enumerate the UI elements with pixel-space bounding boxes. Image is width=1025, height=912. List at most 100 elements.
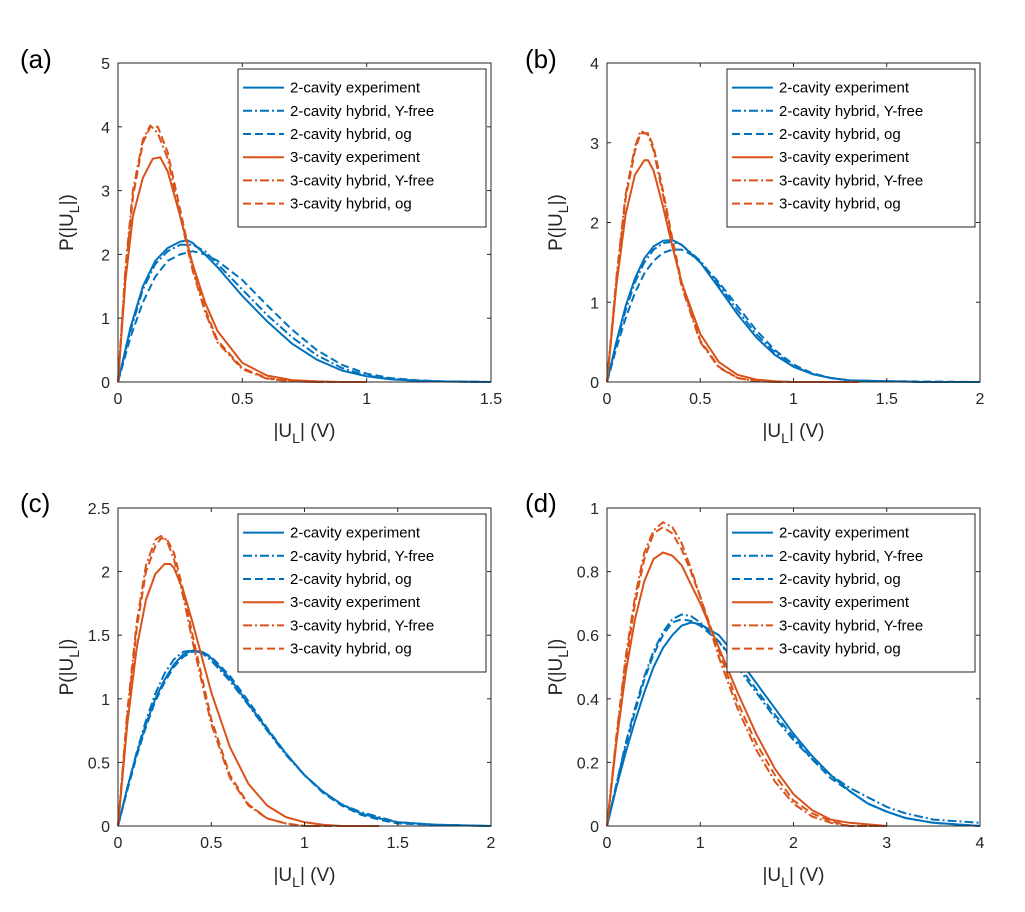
legend-entry: 2-cavity experiment — [779, 525, 910, 542]
legend-entry: 2-cavity hybrid, og — [290, 571, 412, 588]
legend-entry: 3-cavity experiment — [290, 594, 421, 611]
series-line-5 — [117, 537, 342, 827]
y-tick-label: 2 — [101, 247, 110, 264]
legend-entry: 2-cavity hybrid, og — [290, 126, 412, 143]
series-line-4 — [606, 129, 794, 383]
legend-entry: 3-cavity hybrid, og — [290, 196, 412, 213]
series-line-4 — [606, 521, 887, 827]
x-tick-label: 2 — [789, 835, 798, 852]
x-axis-label-tail: | (V) — [300, 421, 336, 442]
x-axis-label-tail: | (V) — [300, 865, 336, 886]
y-tick-label: 2 — [590, 216, 599, 233]
x-axis-label: |UL| (V) — [762, 865, 824, 890]
y-tick-label: 0 — [590, 375, 599, 392]
series-line-3 — [606, 551, 887, 827]
legend-entry: 3-cavity hybrid, Y-free — [290, 617, 434, 634]
y-tick-label: 1 — [590, 295, 599, 312]
y-tick-label: 1 — [101, 311, 110, 328]
y-tick-label: 0.4 — [577, 692, 599, 709]
x-axis-label: |UL| (V) — [273, 865, 335, 890]
y-tick-label: 3 — [590, 136, 599, 153]
legend-entry: 3-cavity experiment — [779, 149, 910, 166]
x-tick-label: 2 — [976, 391, 985, 408]
x-tick-label: 1 — [300, 835, 309, 852]
x-tick-label: 1 — [696, 835, 705, 852]
legend-box — [237, 68, 487, 228]
series-line-3 — [117, 156, 367, 383]
x-tick-label: 0.5 — [689, 391, 711, 408]
x-tick-label: 0 — [114, 391, 123, 408]
y-axis-label-tail: |) — [546, 639, 567, 650]
legend-entry: 2-cavity hybrid, Y-free — [290, 103, 434, 120]
legend-entry: 3-cavity experiment — [779, 594, 910, 611]
x-tick-label: 0 — [603, 835, 612, 852]
panel-label: (a) — [20, 44, 52, 74]
axes-box — [117, 62, 492, 383]
y-axis-label: P(|UL|) — [57, 194, 82, 251]
legend-entry: 2-cavity hybrid, Y-free — [779, 103, 923, 120]
x-axis-label-sub: L — [292, 430, 300, 446]
x-tick-label: 0.5 — [200, 835, 222, 852]
legend: 2-cavity experiment 2-cavity hybrid, Y-fr… — [237, 68, 487, 228]
x-tick-label: 1.5 — [387, 835, 409, 852]
series-line-5 — [117, 125, 342, 383]
legend-box — [237, 513, 487, 673]
x-tick-label: 0 — [114, 835, 123, 852]
y-axis-label: P(|UL|) — [546, 194, 571, 251]
series-line-5 — [606, 526, 887, 827]
y-tick-label: 0.2 — [577, 755, 599, 772]
x-tick-label: 1 — [362, 391, 371, 408]
series-line-5 — [606, 132, 794, 383]
panel-label: (d) — [525, 488, 557, 518]
series-line-4 — [117, 535, 342, 827]
x-axis-label: |UL| (V) — [273, 421, 335, 446]
y-tick-label: 0.6 — [577, 628, 599, 645]
y-tick-label: 1 — [101, 692, 110, 709]
legend-entry: 2-cavity experiment — [290, 80, 421, 97]
y-axis-label-sub: L — [555, 205, 571, 213]
x-tick-label: 1.5 — [480, 391, 502, 408]
y-axis-label-main: P(|U — [57, 658, 78, 696]
y-axis-label-main: P(|U — [57, 213, 78, 251]
legend-entry: 3-cavity hybrid, og — [290, 641, 412, 658]
x-tick-label: 1.5 — [876, 391, 898, 408]
y-tick-label: 0.8 — [577, 565, 599, 582]
x-tick-label: 2 — [487, 835, 496, 852]
legend: 2-cavity experiment 2-cavity hybrid, Y-fr… — [237, 513, 487, 673]
y-tick-label: 0 — [101, 375, 110, 392]
legend-entry: 3-cavity hybrid, og — [779, 641, 901, 658]
x-axis-label: |UL| (V) — [762, 421, 824, 446]
y-tick-label: 5 — [101, 56, 110, 73]
legend-box — [726, 68, 976, 228]
x-axis-label-tail: | (V) — [789, 865, 825, 886]
x-axis-label-main: |U — [273, 865, 292, 886]
y-axis-label-tail: |) — [57, 639, 78, 650]
x-tick-label: 3 — [882, 835, 891, 852]
x-axis-label-tail: | (V) — [789, 421, 825, 442]
y-tick-label: 4 — [590, 56, 599, 73]
panel-label: (b) — [525, 44, 557, 74]
y-axis-label-sub: L — [555, 650, 571, 658]
legend-box — [726, 513, 976, 673]
legend-entry: 2-cavity hybrid, og — [779, 571, 901, 588]
legend-entry: 2-cavity hybrid, og — [779, 126, 901, 143]
y-tick-label: 1.5 — [88, 628, 110, 645]
legend-entry: 2-cavity hybrid, Y-free — [779, 548, 923, 565]
legend-entry: 3-cavity hybrid, Y-free — [779, 172, 923, 189]
x-axis-label-sub: L — [292, 874, 300, 890]
series-line-2 — [117, 650, 492, 827]
x-axis-label-main: |U — [762, 865, 781, 886]
y-tick-label: 2.5 — [88, 501, 110, 518]
x-axis-label-main: |U — [762, 421, 781, 442]
x-axis-label-main: |U — [273, 421, 292, 442]
panel-3: 0 1 2 3 400.20.40.60.81|UL| (V)P(|UL|)(d)2-c… — [525, 488, 985, 890]
y-tick-label: 0 — [590, 819, 599, 836]
y-axis-label: P(|UL|) — [546, 639, 571, 696]
y-axis-label-main: P(|U — [546, 658, 567, 696]
y-tick-label: 0 — [101, 819, 110, 836]
y-axis-label-tail: |) — [57, 194, 78, 205]
x-tick-label: 4 — [976, 835, 985, 852]
panel-2: 0 0.5 1 1.5 200.511.522.5|UL| (V)P(|UL|)(c)2… — [20, 488, 496, 890]
